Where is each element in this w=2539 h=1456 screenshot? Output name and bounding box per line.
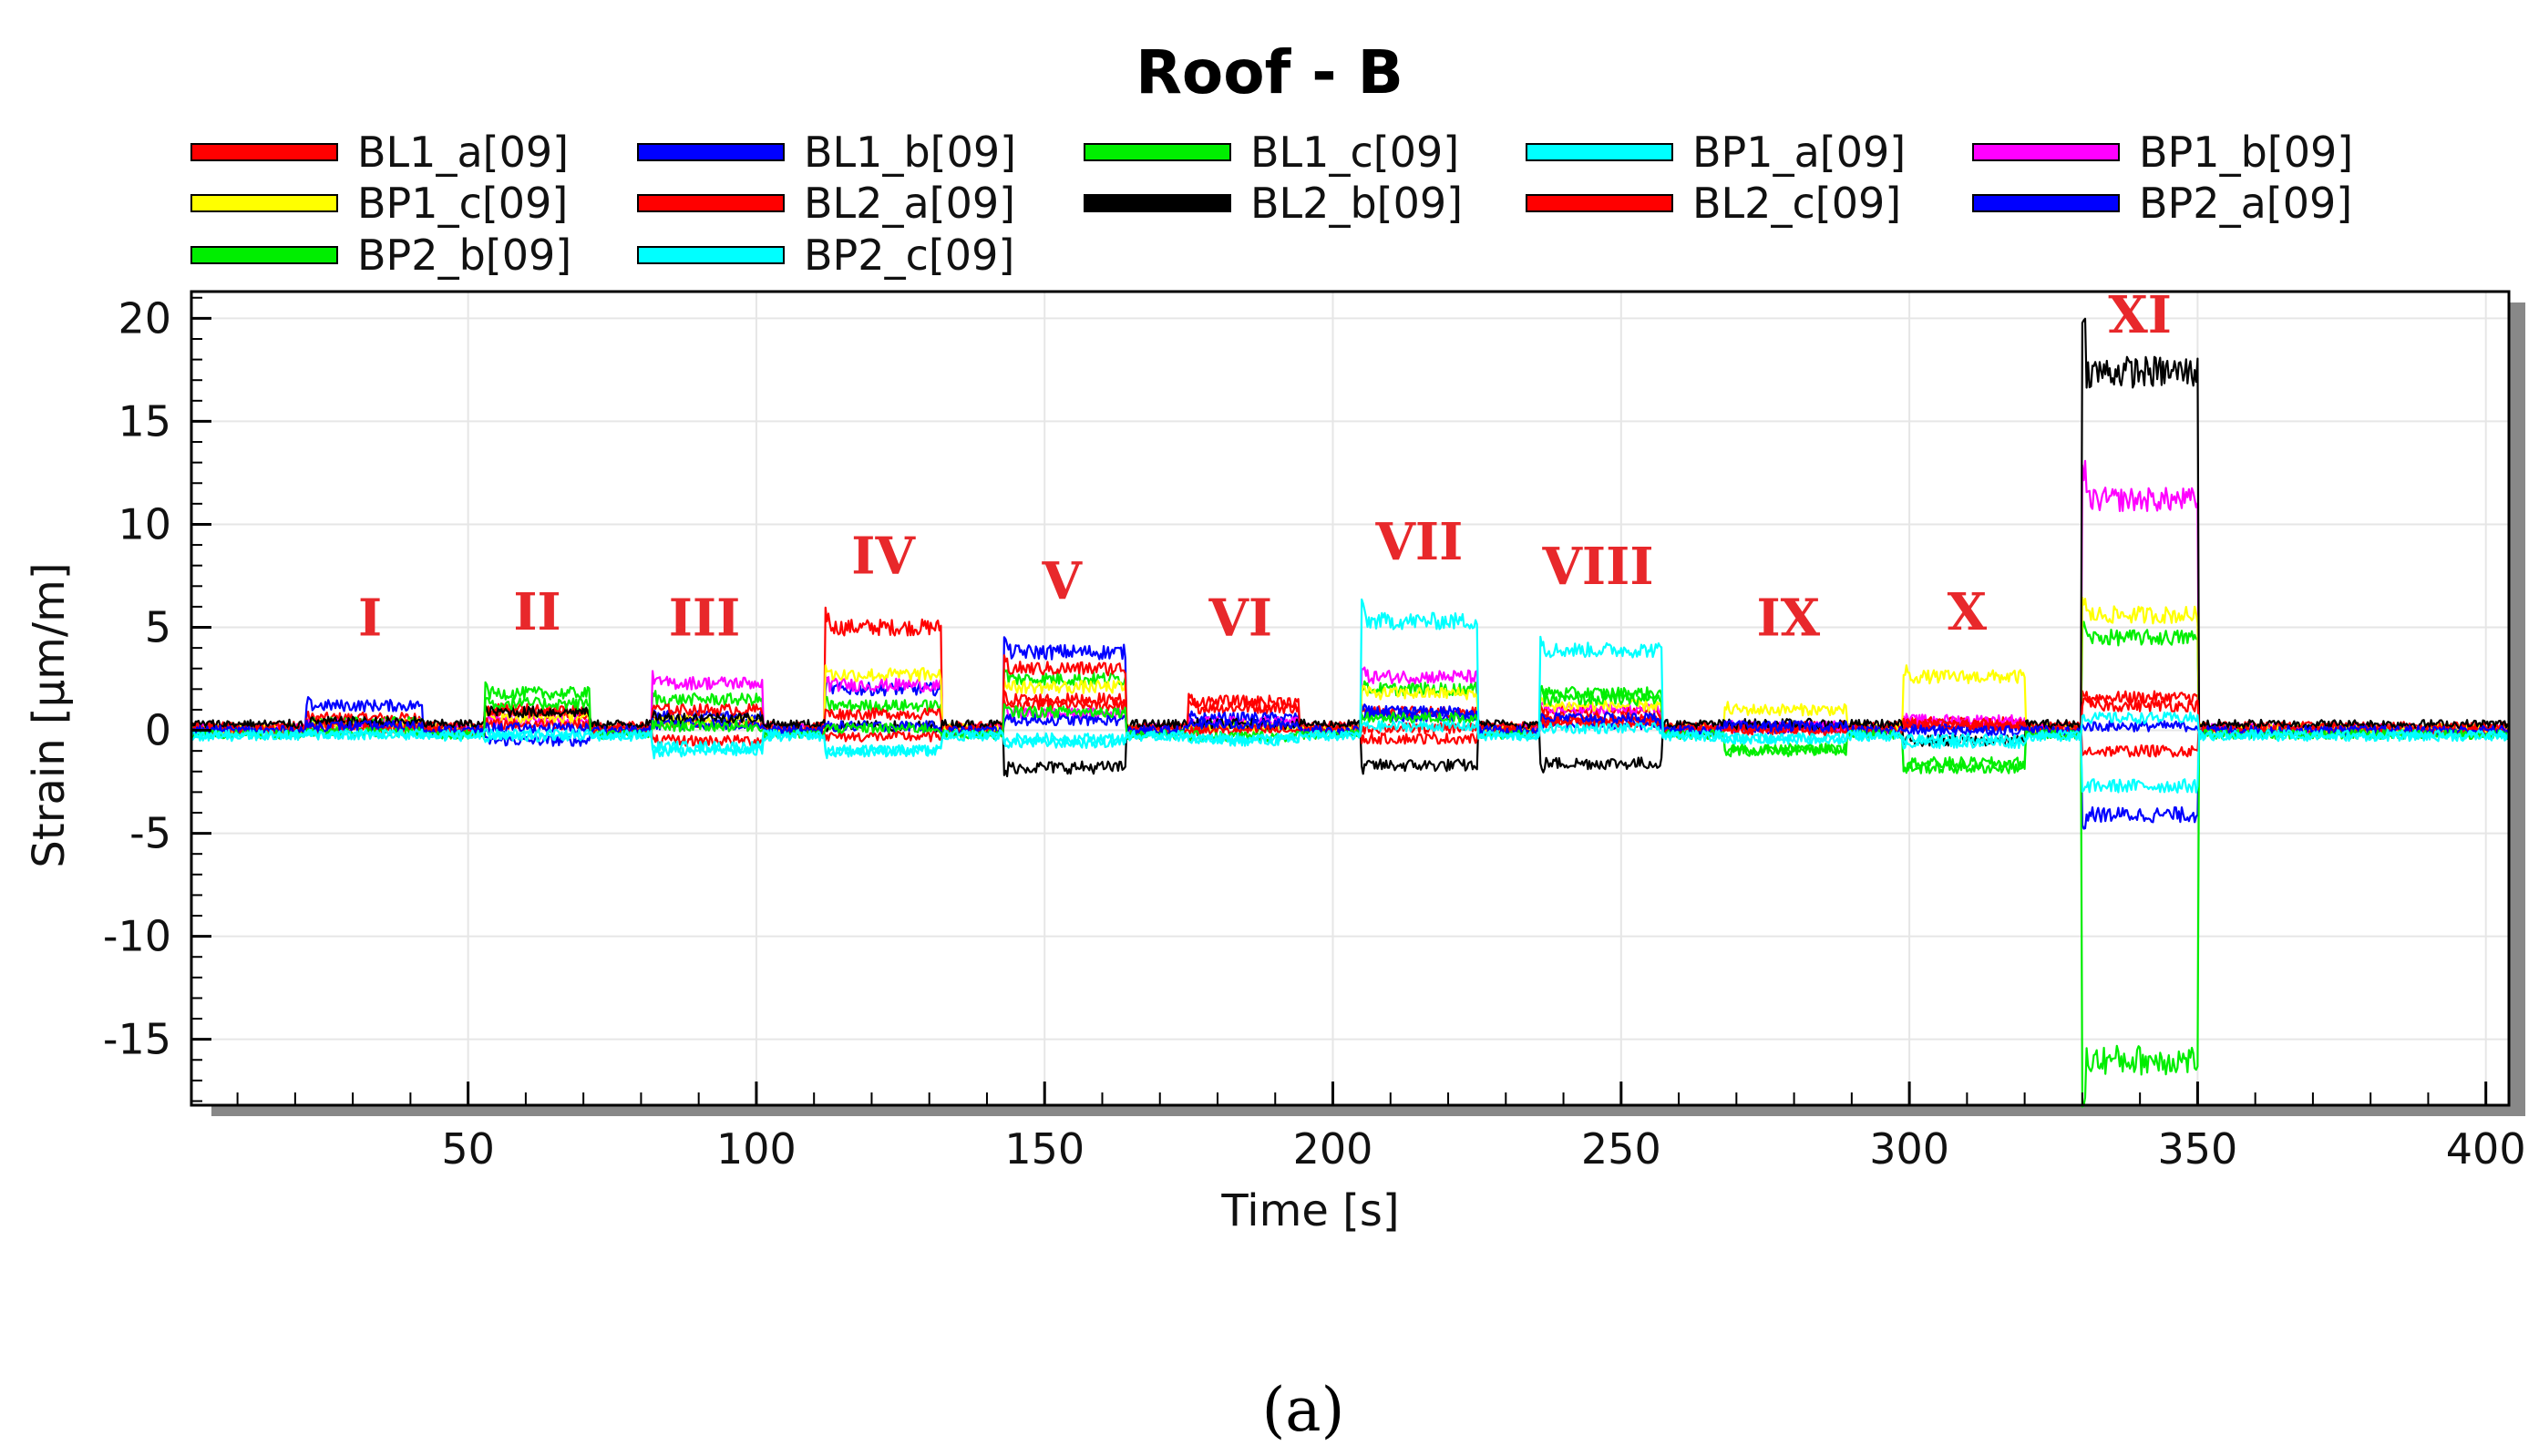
legend: BL1_a[09] BL1_b[09] BL1_c[09] BP1_a[09] BP1_… <box>190 128 2353 280</box>
legend-label: BP2_c[09] <box>804 231 1014 280</box>
y-tick-label: 5 <box>145 603 171 652</box>
legend-label: BP2_b[09] <box>357 231 571 280</box>
legend-swatch <box>190 143 338 161</box>
series-line-bp2-c-09- <box>190 711 2510 760</box>
legend-item[interactable]: BL1_a[09] <box>190 128 569 177</box>
legend-item[interactable]: BP1_b[09] <box>1972 128 2353 177</box>
legend-item[interactable]: BP2_b[09] <box>190 231 571 280</box>
plot-border <box>190 290 2511 1107</box>
x-tick-label: 400 <box>2446 1124 2526 1174</box>
x-minor-ticks <box>236 1092 2430 1105</box>
legend-swatch <box>637 143 785 161</box>
y-tick-label: 15 <box>118 396 171 446</box>
legend-label: BP1_c[09] <box>357 179 568 228</box>
legend-label: BL2_c[09] <box>1692 179 1901 228</box>
figure-caption: (a) <box>1262 1375 1345 1445</box>
legend-label: BL1_a[09] <box>357 128 569 177</box>
legend-swatch <box>190 194 338 212</box>
legend-label: BP1_b[09] <box>2139 128 2353 177</box>
y-tick-label: -10 <box>103 912 171 961</box>
y-tick-label: -15 <box>103 1015 171 1064</box>
series-line-bl2-b-09- <box>190 317 2509 778</box>
x-axis-label: Time [s] <box>1220 1185 1399 1236</box>
x-tick-label: 150 <box>1004 1124 1084 1174</box>
legend-swatch <box>1084 194 1231 212</box>
legend-label: BP2_a[09] <box>2139 179 2352 228</box>
legend-item[interactable]: BP1_a[09] <box>1526 128 1906 177</box>
legend-swatch <box>637 246 785 264</box>
legend-label: BL2_a[09] <box>804 179 1015 228</box>
x-axis: 50 100 150 200 250 300 350 400 <box>441 1082 2526 1174</box>
y-minor-ticks <box>191 296 202 1102</box>
x-tick-label: 100 <box>716 1124 797 1174</box>
stage-label: VII <box>1374 512 1463 572</box>
y-tick-label: 20 <box>118 293 171 343</box>
legend-swatch <box>637 194 785 212</box>
legend-swatch <box>1084 143 1231 161</box>
y-tick-label: -5 <box>129 809 171 858</box>
legend-swatch <box>190 246 338 264</box>
legend-item[interactable]: BP2_a[09] <box>1972 179 2352 228</box>
y-tick-label: 10 <box>118 499 171 549</box>
y-axis-label: Strain [µm/m] <box>24 562 75 867</box>
legend-label: BL2_b[09] <box>1250 179 1463 228</box>
legend-label: BL1_b[09] <box>804 128 1016 177</box>
legend-item[interactable]: BL2_c[09] <box>1526 179 1901 228</box>
legend-swatch <box>1972 143 2120 161</box>
stage-label: X <box>1948 582 1988 642</box>
legend-swatch <box>1972 194 2120 212</box>
stage-label: V <box>1041 551 1083 611</box>
stage-label: VIII <box>1541 537 1653 597</box>
stage-label: III <box>669 589 741 649</box>
stage-label: II <box>513 582 560 642</box>
legend-item[interactable]: BL2_a[09] <box>637 179 1015 228</box>
stage-label: VI <box>1208 589 1272 649</box>
y-tick-label: 0 <box>145 706 171 755</box>
legend-swatch <box>1526 143 1673 161</box>
x-tick-label: 250 <box>1581 1124 1661 1174</box>
legend-item[interactable]: BL2_b[09] <box>1084 179 1463 228</box>
legend-label: BL1_c[09] <box>1250 128 1459 177</box>
series-layer <box>190 317 2511 1108</box>
x-tick-label: 300 <box>1869 1124 1949 1174</box>
x-tick-label: 50 <box>441 1124 495 1174</box>
y-axis: -15 -10 -5 0 5 10 15 20 <box>103 293 211 1064</box>
x-tick-label: 200 <box>1293 1124 1373 1174</box>
legend-swatch <box>1526 194 1673 212</box>
legend-item[interactable]: BP2_c[09] <box>637 231 1014 280</box>
stage-label: I <box>358 589 382 649</box>
x-tick-label: 350 <box>2157 1124 2237 1174</box>
stage-label: IV <box>851 527 916 587</box>
chart-title: Roof - B <box>1136 37 1403 108</box>
stage-label: IX <box>1756 589 1820 649</box>
legend-item[interactable]: BP1_c[09] <box>190 179 568 228</box>
legend-label: BP1_a[09] <box>1692 128 1906 177</box>
stage-label: XI <box>2108 285 2172 345</box>
legend-item[interactable]: BL1_b[09] <box>637 128 1016 177</box>
legend-item[interactable]: BL1_c[09] <box>1084 128 1459 177</box>
